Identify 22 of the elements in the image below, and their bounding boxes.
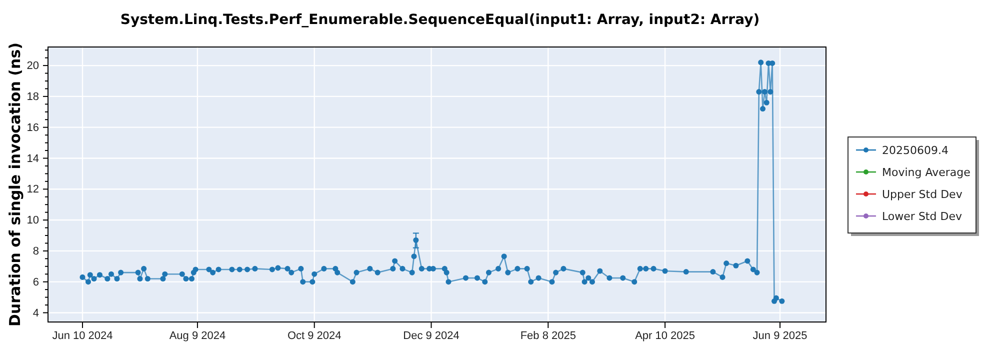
y-tick-label: 16 [26,122,39,134]
x-tick-label: Feb 8 2025 [520,330,576,342]
y-tick-label: 6 [32,276,39,288]
y-tick-label: 10 [26,214,39,227]
x-tick-label: Jun 10 2024 [52,330,113,342]
chart-title: System.Linq.Tests.Perf_Enumerable.SequenceEqual(input1: Array, input2: Array) [120,12,760,28]
legend-label: Lower Std Dev [882,210,962,223]
y-tick-label: 8 [32,245,39,258]
legend-label: Moving Average [882,166,971,179]
x-tick-label: Oct 9 2024 [287,330,342,342]
y-tick-label: 12 [26,184,39,196]
y-tick-label: 20 [26,60,39,72]
legend-label: 20250609.4 [882,144,948,157]
x-tick-label: Apr 10 2025 [635,330,696,342]
x-tick-label: Dec 9 2024 [403,330,460,342]
x-tick-label: Aug 9 2024 [169,330,226,342]
y-tick-label: 18 [26,90,39,103]
legend-label: Upper Std Dev [882,188,963,201]
y-tick-label: 4 [32,307,39,320]
y-axis-title: Duration of single invocation (ns) [6,42,24,326]
x-tick-label: Jun 9 2025 [752,330,808,342]
y-tick-label: 14 [26,152,39,165]
